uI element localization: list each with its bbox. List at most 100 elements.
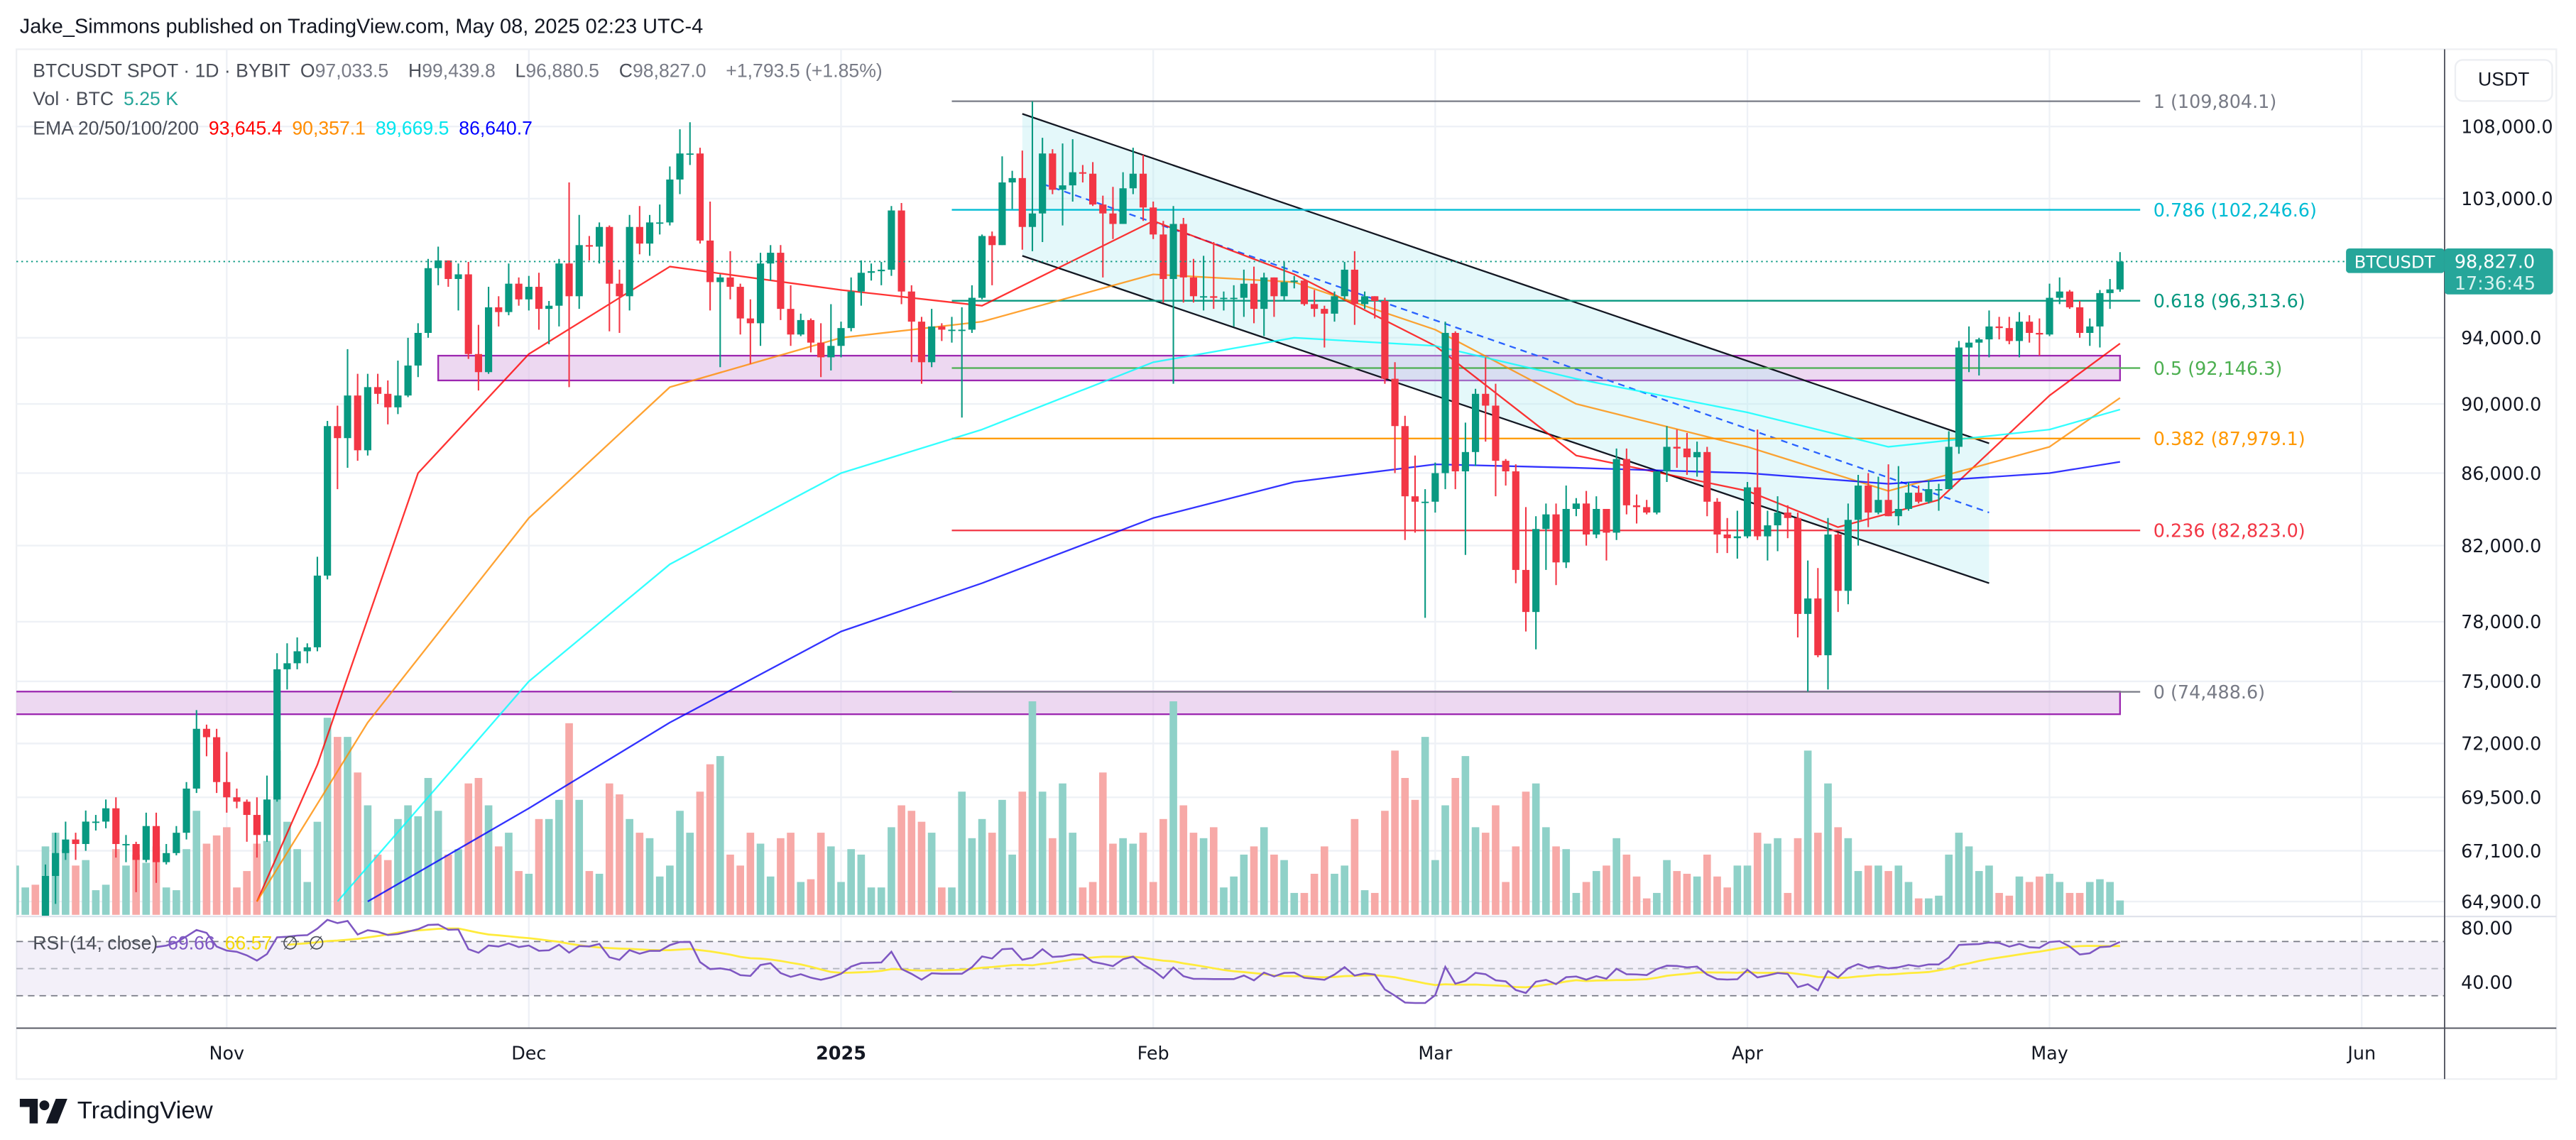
candle [1834, 532, 1842, 613]
volume-bar [575, 799, 584, 915]
price-axis[interactable]: 108,000.0 103,000.0 94,000.0 90,000.0 86,000… [2461, 116, 2553, 993]
time-axis[interactable]: Nov Dec 2025 Feb Mar Apr May Jun [209, 1043, 2376, 1064]
candle-body [192, 728, 200, 789]
volume-bar [2106, 882, 2114, 915]
volume-bar [857, 854, 866, 915]
candle-body [1814, 598, 1822, 656]
candle-body [1632, 505, 1641, 508]
candle [373, 373, 382, 405]
rsi-label[interactable]: RSI (14, close) [33, 934, 158, 955]
volume-bar [645, 838, 654, 915]
candle [253, 797, 261, 858]
candle-body [1129, 173, 1137, 189]
volume-bar [111, 849, 120, 915]
volume-bar [1552, 846, 1560, 915]
candle-body [1562, 508, 1570, 563]
candle [1612, 448, 1620, 540]
currency-button[interactable]: USDT [2454, 59, 2553, 102]
candle [263, 775, 271, 842]
candle-body [1411, 496, 1419, 502]
candle [1703, 446, 1711, 517]
volume-bar [666, 865, 674, 915]
volume-bar [1673, 871, 1681, 915]
candle-body [1784, 513, 1791, 518]
volume-bar [1079, 887, 1087, 915]
volume-bar [847, 849, 856, 915]
price-tick-label: 72,000.0 [2461, 734, 2541, 755]
volume-bar [142, 862, 151, 915]
candle [596, 222, 604, 264]
candle [756, 253, 765, 346]
candle [1673, 429, 1681, 468]
candle [1904, 482, 1913, 511]
volume-bar [344, 737, 351, 915]
volume-bar [1129, 843, 1137, 915]
candle-body [373, 387, 382, 394]
candle-body [182, 788, 190, 833]
volume-bar [102, 884, 110, 915]
volume-bar [1199, 838, 1208, 915]
candle-body [1894, 508, 1902, 517]
candle-body [535, 287, 543, 309]
volume-bar [2075, 892, 2084, 915]
volume-bar [1683, 873, 1691, 915]
volume-bar [1713, 876, 1721, 915]
candle [1471, 388, 1480, 466]
volume-bars [16, 701, 2124, 915]
candle-body [122, 844, 130, 845]
volume-bar [464, 783, 473, 915]
candle-body [565, 263, 573, 297]
countdown-value: 17:36:45 [2455, 273, 2536, 295]
tradingview-logo[interactable]: TradingView [19, 1097, 213, 1125]
candle [1622, 448, 1630, 515]
channel-fill [1022, 114, 1990, 583]
candle-body [1039, 153, 1047, 214]
candle-body [1552, 514, 1560, 563]
candle [1411, 455, 1419, 533]
candle-body [344, 395, 351, 439]
candle [1300, 279, 1309, 306]
symbol-name[interactable]: BTCUSDT SPOT · 1D · BYBIT [33, 62, 291, 82]
candle [142, 812, 150, 862]
rsi-lines [155, 919, 2121, 1004]
candle-body [656, 222, 664, 224]
candle [1260, 273, 1268, 336]
candle-body [142, 826, 150, 860]
publish-info: Jake_Simmons published on TradingView.co… [19, 14, 704, 38]
time-tick-label: Nov [209, 1043, 244, 1064]
rsi-ma-value: 66.57 [224, 934, 273, 955]
candle-body [1693, 451, 1701, 458]
candle-body [102, 808, 110, 822]
ema-label[interactable]: EMA 20/50/100/200 [33, 119, 200, 140]
volume-bar [334, 737, 342, 915]
symbol-tag-label: BTCUSDT [2354, 252, 2435, 273]
candle-body [706, 240, 714, 283]
candle [1089, 162, 1097, 207]
candle [1562, 486, 1570, 569]
volume-bar [1562, 849, 1571, 915]
volume-bar [1512, 846, 1520, 915]
candle-body [1975, 339, 1983, 343]
candle [1965, 326, 1973, 373]
candle-body [263, 799, 271, 835]
candle-body [606, 226, 613, 284]
volume-label[interactable]: Vol · BTC [33, 90, 114, 111]
rsi-tick-label: 80.00 [2461, 919, 2513, 940]
candle-body [132, 844, 140, 860]
candle [464, 262, 472, 359]
volume-bar [414, 816, 422, 915]
price-tick-label: 78,000.0 [2461, 612, 2541, 633]
volume-bar [1391, 750, 1399, 915]
volume-bar [1603, 865, 1610, 915]
volume-bar [2116, 900, 2124, 915]
volume-bar [1300, 892, 1309, 915]
candle [767, 245, 775, 281]
candle-body [1774, 513, 1781, 526]
ema50-line [256, 273, 2121, 902]
candle-body [1593, 508, 1600, 535]
candle [1210, 242, 1218, 309]
candle-body [736, 287, 744, 319]
volume-bar [888, 827, 895, 915]
